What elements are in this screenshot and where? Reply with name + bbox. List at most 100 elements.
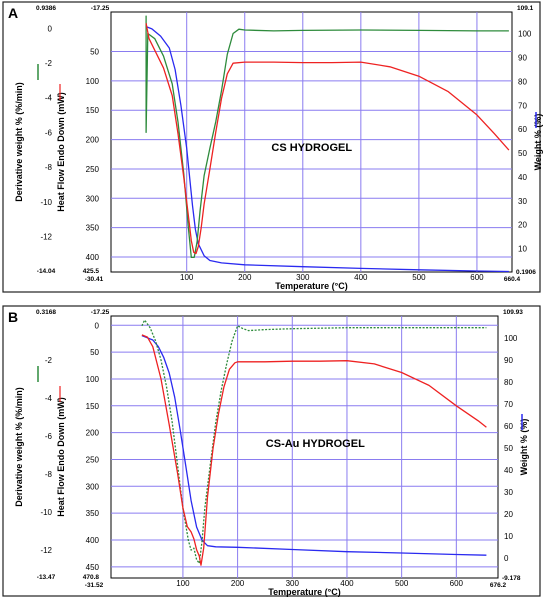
deriv-bottom-label: -13.47 bbox=[37, 574, 56, 581]
panel-frame bbox=[2, 305, 541, 597]
heat-tick-label: 350 bbox=[86, 224, 100, 233]
heat-bottom-label: 425.5 bbox=[83, 268, 100, 275]
weight-bottom-label: -9.178 bbox=[502, 575, 521, 582]
deriv-tick-label: -10 bbox=[40, 508, 52, 517]
deriv-axis-title: Derivative weight % (%/min) bbox=[14, 387, 24, 507]
weight-tick-label: 20 bbox=[504, 510, 513, 519]
x-tick-label: 400 bbox=[340, 579, 354, 588]
weight-tick-label: 70 bbox=[518, 101, 527, 110]
weight-tick-label: 70 bbox=[504, 400, 513, 409]
weight-tick-label: 90 bbox=[504, 356, 513, 365]
heat-bottom-label: 470.8 bbox=[83, 574, 100, 581]
deriv-tick-label: 0 bbox=[48, 24, 53, 33]
heat-tick-label: 350 bbox=[86, 509, 100, 518]
weight-tick-label: 100 bbox=[518, 30, 532, 39]
heat-tick-label: 250 bbox=[86, 165, 100, 174]
sample-annotation: CS HYDROGEL bbox=[271, 142, 352, 154]
deriv-top-label: 0.3168 bbox=[36, 309, 56, 316]
x-tick-label: 300 bbox=[296, 273, 310, 282]
weight-tick-label: 50 bbox=[504, 444, 513, 453]
deriv-tick-label: -8 bbox=[45, 163, 53, 172]
weight-tick-label: 60 bbox=[518, 125, 527, 134]
heat-tick-label: 400 bbox=[86, 536, 100, 545]
heat-tick-label: 100 bbox=[86, 375, 100, 384]
x-tick-label: 200 bbox=[231, 579, 245, 588]
weight-axis-title: Weight % (%) bbox=[533, 114, 543, 171]
x-tick-label: 200 bbox=[238, 273, 252, 282]
heat-top-label: -17.25 bbox=[91, 309, 110, 316]
weight-tick-label: 80 bbox=[504, 378, 513, 387]
deriv-series-line bbox=[145, 15, 509, 259]
heat-tick-label: 450 bbox=[86, 563, 100, 572]
heat-axis-title: Heat Flow Endo Down (mW) bbox=[56, 92, 66, 212]
weight-tick-label: 90 bbox=[518, 54, 527, 63]
deriv-tick-label: -10 bbox=[40, 198, 52, 207]
x-tick-label: 400 bbox=[354, 273, 368, 282]
heat-tick-label: 50 bbox=[90, 348, 99, 357]
deriv-tick-label: -4 bbox=[45, 94, 53, 103]
x-tick-label: 100 bbox=[176, 579, 190, 588]
x-max-label: 676.2 bbox=[490, 582, 507, 589]
x-tick-label: 600 bbox=[450, 579, 464, 588]
x-axis-title: Temperature (°C) bbox=[275, 281, 347, 291]
heat-series-line bbox=[145, 23, 510, 255]
sample-annotation: CS-Au HYDROGEL bbox=[266, 438, 365, 450]
deriv-tick-label: -8 bbox=[45, 470, 53, 479]
weight-axis-title: Weight % (%) bbox=[519, 419, 529, 476]
panel-label: B bbox=[8, 309, 18, 325]
heat-tick-label: 50 bbox=[90, 47, 99, 56]
deriv-series-line bbox=[141, 319, 487, 565]
x-min-label: -31.52 bbox=[85, 582, 104, 589]
heat-tick-label: 250 bbox=[86, 455, 100, 464]
deriv-tick-label: -6 bbox=[45, 128, 53, 137]
x-tick-label: 300 bbox=[286, 579, 300, 588]
heat-tick-label: 100 bbox=[86, 77, 100, 86]
weight-tick-label: 100 bbox=[504, 334, 518, 343]
weight-tick-label: 40 bbox=[518, 173, 527, 182]
x-tick-label: 500 bbox=[412, 273, 426, 282]
x-axis-title: Temperature (°C) bbox=[268, 587, 340, 597]
weight-tick-label: 30 bbox=[504, 488, 513, 497]
deriv-bottom-label: -14.04 bbox=[37, 268, 56, 275]
weight-series-line bbox=[145, 25, 509, 273]
heat-tick-label: 300 bbox=[86, 194, 100, 203]
weight-bottom-label: 0.1906 bbox=[516, 269, 536, 276]
heat-tick-label: 400 bbox=[86, 253, 100, 262]
deriv-tick-label: -12 bbox=[40, 546, 52, 555]
heat-axis-title: Heat Flow Endo Down (mW) bbox=[56, 397, 66, 517]
x-min-label: -30.41 bbox=[85, 276, 104, 283]
panel-label: A bbox=[8, 5, 18, 21]
gridlines bbox=[111, 12, 512, 272]
panel-frame bbox=[2, 1, 541, 293]
heat-tick-label: 150 bbox=[86, 402, 100, 411]
heat-tick-label: 300 bbox=[86, 482, 100, 491]
weight-tick-label: 0 bbox=[504, 554, 509, 563]
heat-tick-label: 200 bbox=[86, 136, 100, 145]
heat-tick-label: 200 bbox=[86, 429, 100, 438]
deriv-axis-title: Derivative weight % (%/min) bbox=[14, 82, 24, 202]
plot-area bbox=[110, 11, 513, 273]
weight-top-label: 109.1 bbox=[517, 5, 534, 12]
weight-tick-label: 30 bbox=[518, 197, 527, 206]
heat-tick-label: 150 bbox=[86, 106, 100, 115]
x-max-label: 660.4 bbox=[504, 276, 521, 283]
weight-tick-label: 50 bbox=[518, 149, 527, 158]
weight-tick-label: 10 bbox=[518, 245, 527, 254]
deriv-top-label: 0.9386 bbox=[36, 5, 56, 12]
heat-tick-label: 0 bbox=[95, 321, 100, 330]
deriv-tick-label: -2 bbox=[45, 356, 53, 365]
weight-tick-label: 40 bbox=[504, 466, 513, 475]
weight-tick-label: 80 bbox=[518, 77, 527, 86]
x-tick-label: 500 bbox=[395, 579, 409, 588]
x-tick-label: 100 bbox=[180, 273, 194, 282]
x-tick-label: 600 bbox=[470, 273, 484, 282]
deriv-tick-label: -12 bbox=[40, 233, 52, 242]
heat-top-label: -17.25 bbox=[91, 5, 110, 12]
deriv-tick-label: -6 bbox=[45, 432, 53, 441]
weight-top-label: 109.93 bbox=[503, 309, 523, 316]
heat-series-line bbox=[141, 334, 487, 566]
deriv-tick-label: -4 bbox=[45, 394, 53, 403]
